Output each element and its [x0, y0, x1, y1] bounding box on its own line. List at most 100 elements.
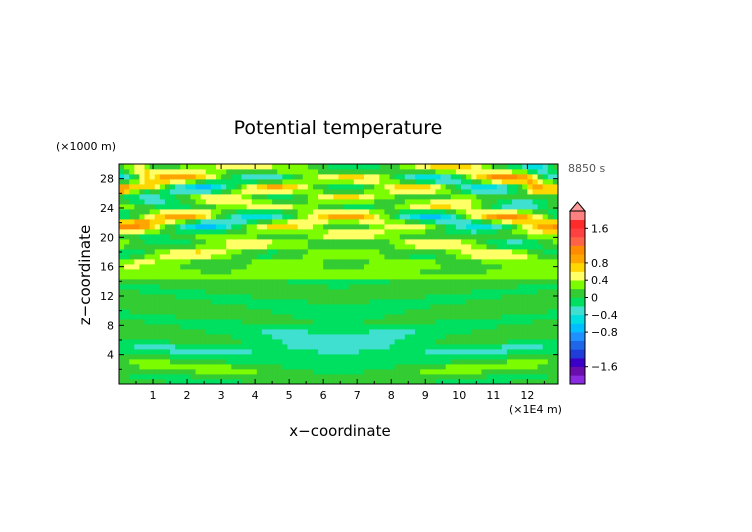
heatmap-cell	[435, 304, 441, 310]
heatmap-cell	[256, 309, 263, 315]
heatmap-cell	[256, 319, 263, 325]
heatmap-cell	[185, 224, 191, 230]
heatmap-cell	[430, 274, 436, 280]
heatmap-cell	[272, 204, 278, 210]
heatmap-cell	[348, 274, 355, 280]
heatmap-cell	[170, 249, 176, 255]
heatmap-cell	[226, 229, 232, 235]
heatmap-cell	[532, 319, 538, 325]
heatmap-cell	[547, 264, 554, 270]
heatmap-cell	[512, 214, 518, 220]
heatmap-cell	[455, 259, 462, 265]
heatmap-cell	[384, 224, 390, 230]
heatmap-cell	[180, 274, 186, 280]
heatmap-cell	[491, 314, 498, 320]
heatmap-cell	[129, 269, 135, 275]
heatmap-cell	[195, 254, 202, 260]
heatmap-cell	[476, 224, 482, 230]
heatmap-cell	[364, 319, 370, 325]
heatmap-cell	[323, 364, 329, 370]
heatmap-cell	[512, 339, 518, 345]
heatmap-cell	[471, 239, 477, 245]
heatmap-cell	[552, 189, 559, 195]
heatmap-cell	[302, 329, 309, 335]
heatmap-cell	[246, 239, 253, 245]
heatmap-cell	[527, 224, 533, 230]
heatmap-cell	[481, 364, 487, 370]
heatmap-cell	[185, 249, 191, 255]
heatmap-cell	[149, 254, 156, 260]
heatmap-cell	[318, 269, 324, 275]
heatmap-cell	[430, 219, 436, 225]
heatmap-cell	[241, 299, 248, 305]
heatmap-cell	[491, 364, 498, 370]
heatmap-cell	[175, 299, 181, 305]
heatmap-cell	[364, 344, 370, 350]
heatmap-cell	[328, 354, 334, 360]
heatmap-cell	[246, 264, 253, 270]
heatmap-cell	[210, 294, 217, 300]
heatmap-cell	[517, 234, 523, 240]
heatmap-cell	[190, 214, 196, 220]
heatmap-cell	[404, 279, 411, 285]
heatmap-cell	[486, 254, 493, 260]
heatmap-cell	[261, 204, 268, 210]
heatmap-cell	[272, 289, 278, 295]
heatmap-cell	[338, 264, 344, 270]
heatmap-cell	[542, 189, 549, 195]
heatmap-cell	[272, 254, 278, 260]
heatmap-cell	[144, 329, 151, 335]
heatmap-cell	[297, 234, 304, 240]
heatmap-cell	[348, 314, 355, 320]
heatmap-cell	[445, 379, 452, 385]
heatmap-cell	[369, 309, 375, 315]
heatmap-cell	[364, 339, 370, 345]
heatmap-cell	[190, 279, 196, 285]
colorbar-overflow-triangle	[568, 201, 587, 212]
heatmap-cell	[185, 244, 191, 250]
heatmap-cell	[364, 359, 370, 365]
heatmap-cell	[420, 234, 426, 240]
heatmap-cell	[374, 184, 380, 190]
heatmap-cell	[517, 174, 523, 180]
heatmap-cell	[119, 164, 125, 170]
heatmap-cell	[430, 329, 436, 335]
heatmap-cell	[420, 349, 426, 355]
heatmap-cell	[241, 344, 248, 350]
heatmap-cell	[267, 304, 273, 310]
heatmap-cell	[435, 189, 441, 195]
heatmap-cell	[461, 174, 467, 180]
heatmap-cell	[389, 279, 396, 285]
heatmap-cell	[353, 309, 360, 315]
heatmap-cell	[481, 264, 487, 270]
heatmap-cell	[323, 329, 329, 335]
heatmap-cell	[338, 189, 344, 195]
heatmap-cell	[328, 349, 334, 355]
heatmap-cell	[205, 334, 212, 340]
heatmap-cell	[144, 224, 151, 230]
heatmap-cell	[328, 374, 334, 380]
heatmap-cell	[420, 309, 426, 315]
heatmap-cell	[195, 284, 202, 290]
heatmap-cell	[384, 349, 390, 355]
heatmap-cell	[200, 294, 207, 300]
heatmap-cell	[200, 349, 207, 355]
heatmap-cell	[190, 274, 196, 280]
heatmap-cell	[124, 359, 130, 365]
heatmap-cell	[517, 274, 523, 280]
heatmap-cell	[267, 179, 273, 185]
colorbar-swatch	[570, 262, 585, 272]
heatmap-cell	[200, 374, 207, 380]
heatmap-cell	[139, 304, 145, 310]
heatmap-cell	[246, 374, 253, 380]
heatmap-cell	[343, 344, 350, 350]
heatmap-cell	[231, 319, 237, 325]
heatmap-cell	[415, 189, 421, 195]
heatmap-cell	[394, 289, 401, 295]
heatmap-cell	[486, 319, 493, 325]
heatmap-cell	[195, 329, 202, 335]
heatmap-cell	[231, 339, 237, 345]
heatmap-cell	[455, 189, 462, 195]
heatmap-cell	[277, 184, 283, 190]
heatmap-cell	[542, 204, 549, 210]
